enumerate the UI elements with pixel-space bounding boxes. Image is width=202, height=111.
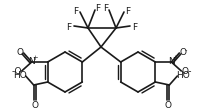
Text: O: O	[164, 100, 171, 109]
Text: O: O	[179, 48, 186, 56]
Text: N: N	[167, 57, 174, 66]
Text: F: F	[95, 4, 100, 13]
Text: O-: O-	[180, 67, 191, 76]
Text: HO: HO	[176, 70, 189, 79]
Text: -O: -O	[11, 67, 22, 76]
Text: F: F	[125, 7, 130, 16]
Text: F: F	[103, 4, 108, 13]
Text: -: -	[184, 47, 187, 53]
Text: N: N	[28, 57, 35, 66]
Text: O: O	[16, 48, 23, 56]
Text: +: +	[171, 55, 177, 61]
Text: +: +	[32, 55, 38, 61]
Text: F: F	[132, 23, 137, 32]
Text: F: F	[73, 7, 78, 16]
Text: HO: HO	[13, 70, 26, 79]
Text: F: F	[66, 23, 71, 32]
Text: O: O	[31, 100, 38, 109]
